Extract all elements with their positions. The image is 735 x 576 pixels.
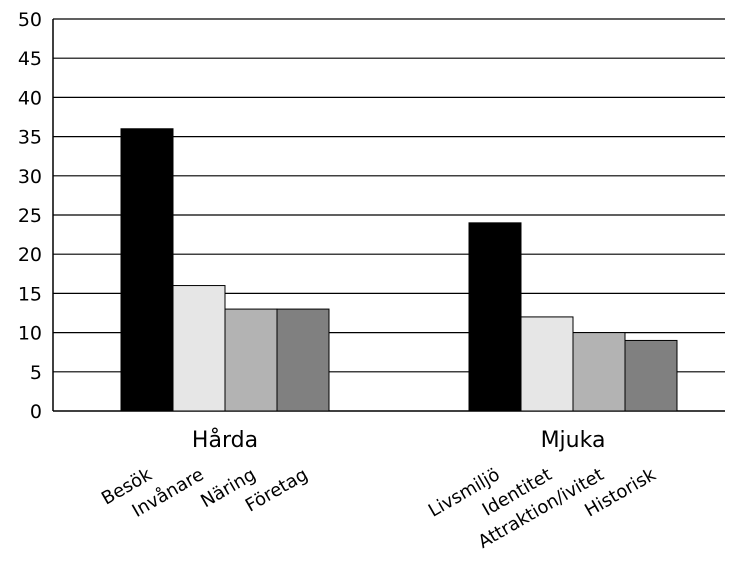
y-tick-label: 5 [30, 362, 42, 384]
bar [520, 316, 574, 412]
bar [468, 222, 522, 412]
y-tick-label: 0 [30, 401, 42, 423]
y-tick-label: 20 [18, 244, 42, 266]
bar [624, 339, 678, 412]
bar [172, 285, 226, 412]
y-tick-label: 30 [18, 166, 42, 188]
group-label: Mjuka [541, 428, 606, 453]
y-tick-label: 35 [18, 127, 42, 149]
y-tick-label: 50 [18, 9, 42, 31]
y-tick-label: 45 [18, 48, 42, 70]
y-tick-label: 10 [18, 323, 42, 345]
bar [120, 128, 174, 412]
y-tick-label: 40 [18, 87, 42, 109]
y-tick-label: 25 [18, 205, 42, 227]
bar [572, 332, 626, 412]
bar [276, 308, 330, 412]
bar [224, 308, 278, 412]
group-label: Hårda [192, 427, 258, 453]
y-tick-label: 15 [18, 283, 42, 305]
